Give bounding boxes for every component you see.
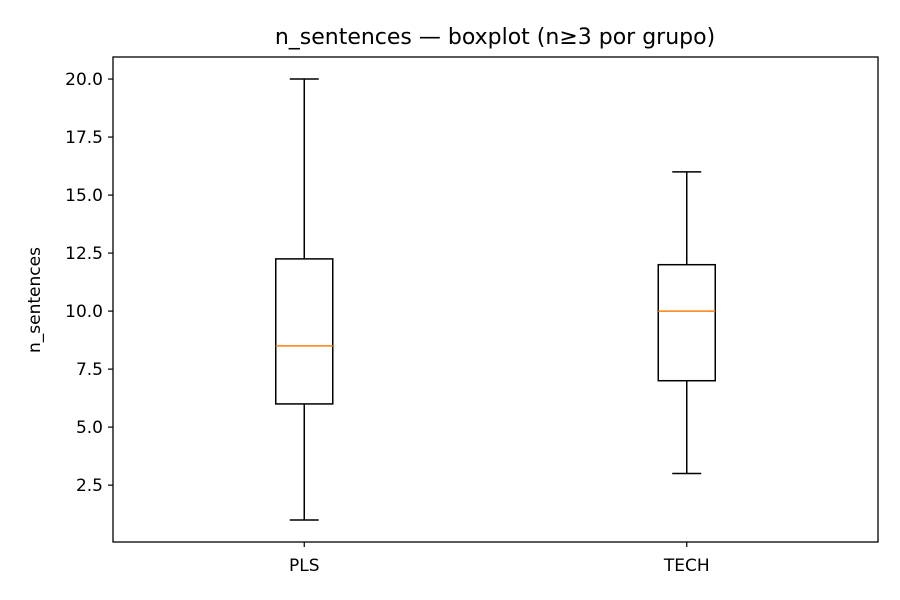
y-tick-label: 12.5 [65, 244, 103, 264]
y-tick-label: 17.5 [65, 128, 103, 148]
y-tick-label: 2.5 [76, 476, 103, 496]
y-tick-label: 20.0 [65, 70, 103, 90]
y-tick-label: 5.0 [76, 418, 103, 438]
box-tech [657, 263, 716, 382]
y-tick-label: 10.0 [65, 302, 103, 322]
y-axis-label: n_sentences [25, 247, 45, 353]
plot-frame [112, 56, 879, 543]
plot-area: 2.5 5.0 7.5 10.0 12.5 15.0 17.5 20.0 PLS TECH [65, 70, 716, 576]
x-tick-label: TECH [663, 556, 710, 576]
y-tick-label: 15.0 [65, 186, 103, 206]
y-tick-label: 7.5 [76, 360, 103, 380]
box-pls [275, 258, 334, 405]
x-tick-label: PLS [289, 556, 320, 576]
chart-title: n_sentences — boxplot (n≥3 por grupo) [275, 25, 715, 50]
